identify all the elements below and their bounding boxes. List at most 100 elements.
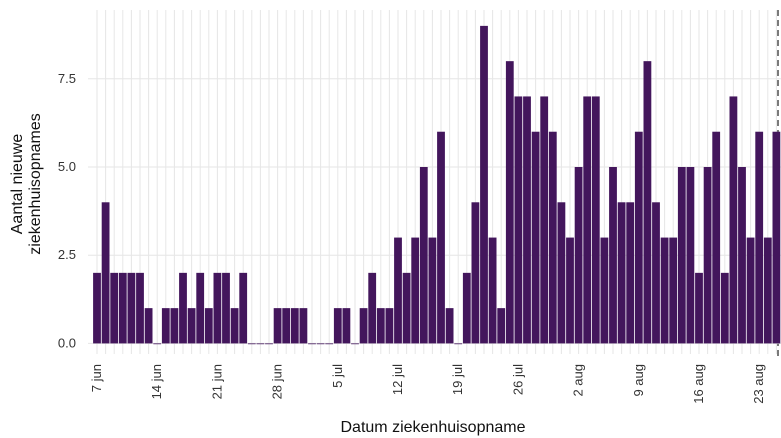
bar <box>411 237 420 344</box>
bar <box>488 237 497 344</box>
y-tick-label: 0.0 <box>58 335 76 350</box>
bar <box>574 167 583 344</box>
bar <box>720 272 729 344</box>
bar <box>290 308 299 344</box>
bar <box>230 308 239 344</box>
bar <box>110 272 119 344</box>
bar <box>101 202 110 344</box>
bar <box>695 272 703 344</box>
x-tick-label: 19 jul <box>450 364 465 395</box>
bar <box>729 96 738 344</box>
bar <box>454 343 463 345</box>
x-tick-label: 26 jul <box>510 364 525 395</box>
bar <box>660 237 669 344</box>
bar <box>144 308 153 344</box>
bar <box>187 308 196 344</box>
bar <box>540 96 549 344</box>
bar <box>402 272 411 344</box>
x-tick-label: 21 jun <box>209 364 224 399</box>
bar <box>385 308 394 344</box>
bar <box>703 167 712 344</box>
y-tick-label: 2.5 <box>58 247 76 262</box>
bar <box>368 272 377 344</box>
bar <box>712 131 721 344</box>
bar <box>626 202 635 344</box>
bar <box>471 202 480 344</box>
bar <box>376 308 385 344</box>
bar <box>652 202 660 344</box>
bar <box>196 272 205 344</box>
bar <box>497 308 506 344</box>
bar <box>428 237 437 344</box>
y-tick-label: 5.0 <box>58 159 76 174</box>
x-tick-label: 9 aug <box>631 364 646 397</box>
bar <box>161 308 170 344</box>
bar <box>282 308 291 344</box>
bar <box>462 272 471 344</box>
bar <box>136 272 144 344</box>
bar <box>333 308 342 344</box>
bar <box>153 343 162 345</box>
bar <box>127 272 136 344</box>
bar <box>256 343 265 345</box>
bar <box>617 202 626 344</box>
bar <box>686 167 695 344</box>
bar <box>394 237 402 344</box>
x-tick-label: 12 jul <box>390 364 405 395</box>
bar <box>359 308 368 344</box>
bar <box>299 308 308 344</box>
bar <box>342 308 351 344</box>
bar <box>437 131 445 344</box>
x-tick-label: 2 aug <box>571 364 586 397</box>
x-axis-title: Datum ziekenhuisopname <box>341 419 526 436</box>
bar <box>204 308 213 344</box>
x-tick-label: 14 jun <box>149 364 164 399</box>
bar <box>273 308 282 344</box>
bar <box>222 272 230 344</box>
x-tick-label: 23 aug <box>751 364 766 404</box>
bar <box>316 343 325 345</box>
bar <box>634 131 643 344</box>
bar <box>609 167 617 344</box>
bar <box>505 61 514 344</box>
bar <box>677 167 686 344</box>
x-tick-label: 16 aug <box>691 364 706 404</box>
bar <box>746 237 755 344</box>
bar <box>213 272 222 344</box>
bar <box>557 202 566 344</box>
x-tick-label: 5 jul <box>330 364 345 388</box>
bar <box>523 96 531 344</box>
bar <box>93 272 101 344</box>
bar <box>239 272 248 344</box>
bar <box>170 308 179 344</box>
bar <box>738 167 746 344</box>
bar <box>179 272 187 344</box>
bar <box>763 237 772 344</box>
bar <box>600 237 609 344</box>
bar <box>531 131 540 344</box>
y-axis-title: ziekenhuisopnames <box>27 113 44 254</box>
bar <box>118 272 127 344</box>
bar <box>548 131 557 344</box>
bar <box>445 308 454 344</box>
y-tick-label: 7.5 <box>58 71 76 86</box>
y-axis-title: Aantal nieuwe <box>9 134 26 235</box>
bar <box>419 167 428 344</box>
bar <box>772 131 781 344</box>
bar <box>669 237 678 344</box>
bar <box>514 96 523 344</box>
bar <box>325 343 334 345</box>
bar <box>755 131 764 344</box>
bar <box>308 343 316 345</box>
bar <box>566 237 574 344</box>
bar <box>591 96 600 344</box>
bar <box>643 61 652 344</box>
x-tick-label: 7 jun <box>89 364 104 392</box>
bar <box>247 343 256 345</box>
x-tick-label: 28 jun <box>270 364 285 399</box>
bar <box>265 343 273 345</box>
bar <box>583 96 592 344</box>
bar <box>351 343 359 345</box>
bar <box>480 25 488 344</box>
